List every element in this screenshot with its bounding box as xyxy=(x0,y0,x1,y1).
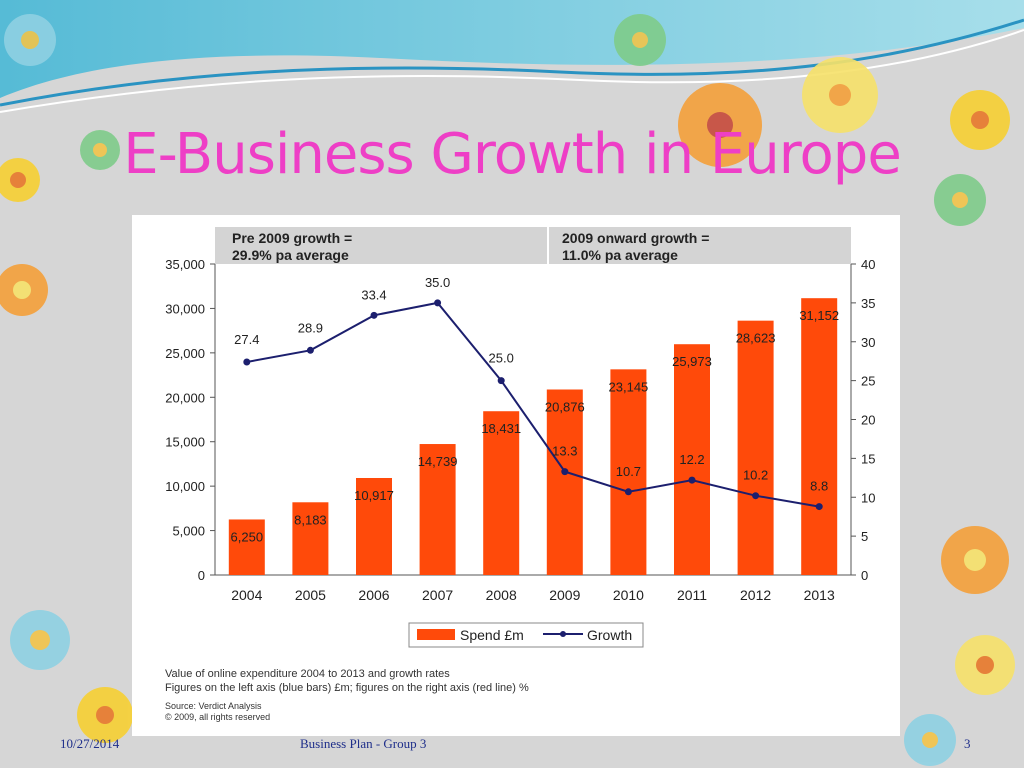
bar-2013 xyxy=(801,298,838,575)
growth-line xyxy=(246,301,820,508)
right-tick-label: 20 xyxy=(861,413,875,428)
x-tick-label: 2008 xyxy=(486,587,517,603)
bar-value-label: 31,152 xyxy=(799,308,839,323)
legend-line-marker xyxy=(560,631,566,637)
growth-point-2013 xyxy=(815,503,823,511)
left-tick-label: 15,000 xyxy=(165,435,205,450)
growth-point-2006 xyxy=(370,311,378,319)
right-tick-label: 0 xyxy=(861,568,868,583)
growth-point-2011 xyxy=(688,476,696,484)
x-tick-label: 2006 xyxy=(358,587,389,603)
bar-value-label: 6,250 xyxy=(231,529,264,544)
header-right-line1: 2009 onward growth = xyxy=(562,230,709,246)
bar-2010 xyxy=(610,369,647,575)
bar-value-label: 25,973 xyxy=(672,354,712,369)
growth-value-label: 35.0 xyxy=(425,275,450,290)
bar-2007 xyxy=(419,444,456,575)
growth-value-label: 25.0 xyxy=(489,351,514,366)
x-tick-label: 2010 xyxy=(613,587,644,603)
bar-value-label: 18,431 xyxy=(481,421,521,436)
bar-value-label: 23,145 xyxy=(609,379,649,394)
footer-center-text: Business Plan - Group 3 xyxy=(300,736,427,751)
growth-point-2009 xyxy=(561,468,569,476)
bar-value-label: 28,623 xyxy=(736,331,776,346)
source-line-1: Source: Verdict Analysis xyxy=(165,701,262,711)
flower-decoration-left xyxy=(0,14,133,743)
bar-2004 xyxy=(228,519,265,575)
bar-2005 xyxy=(292,502,329,575)
growth-value-label: 28.9 xyxy=(298,320,323,335)
caption-line-2: Figures on the left axis (blue bars) £m;… xyxy=(165,682,529,694)
bar-value-label: 8,183 xyxy=(294,512,327,527)
growth-point-2010 xyxy=(624,488,632,496)
x-tick-label: 2013 xyxy=(804,587,835,603)
growth-point-2008 xyxy=(497,377,505,385)
left-tick-label: 5,000 xyxy=(172,524,205,539)
right-tick-label: 15 xyxy=(861,451,875,466)
bar-value-label: 14,739 xyxy=(418,454,458,469)
legend-line-label: Growth xyxy=(587,627,632,643)
right-tick-label: 35 xyxy=(861,296,875,311)
legend: Spend £m Growth xyxy=(408,622,644,648)
footer-date: 10/27/2014 xyxy=(60,736,120,751)
x-tick-label: 2012 xyxy=(740,587,771,603)
bar-value-label: 10,917 xyxy=(354,488,394,503)
right-tick-label: 40 xyxy=(861,257,875,272)
bar-value-label: 20,876 xyxy=(545,400,585,415)
page-number: 3 xyxy=(964,736,971,751)
growth-value-label: 8.8 xyxy=(810,479,828,494)
header-left-line1: Pre 2009 growth = xyxy=(232,230,352,246)
combo-chart: Pre 2009 growth = 29.9% pa average 2009 … xyxy=(165,227,875,648)
bar-2008 xyxy=(483,411,520,575)
legend-bar-label: Spend £m xyxy=(460,627,524,643)
growth-point-2004 xyxy=(243,358,251,366)
right-tick-label: 5 xyxy=(861,529,868,544)
x-tick-label: 2007 xyxy=(422,587,453,603)
bar-2006 xyxy=(356,477,392,575)
chart-caption: Value of online expenditure 2004 to 2013… xyxy=(165,667,529,695)
left-axis-ticks: 0 5,000 10,000 15,000 20,000 25,000 30,000 35,0… xyxy=(165,257,215,583)
x-tick-label: 2011 xyxy=(677,587,707,603)
growth-value-label: 13.3 xyxy=(552,444,577,459)
left-tick-label: 30,000 xyxy=(165,301,205,316)
slide-title: E-Business Growth in Europe xyxy=(123,122,902,187)
header-right-line2: 11.0% pa average xyxy=(562,247,678,263)
caption-line-1: Value of online expenditure 2004 to 2013… xyxy=(165,668,450,680)
growth-value-label: 12.2 xyxy=(679,452,704,467)
x-tick-label: 2005 xyxy=(295,587,326,603)
legend-bar-swatch xyxy=(417,629,455,640)
growth-point-2012 xyxy=(752,492,760,500)
growth-value-label: 27.4 xyxy=(234,332,259,347)
left-tick-label: 0 xyxy=(198,568,205,583)
growth-point-2007 xyxy=(434,299,442,307)
growth-point-2005 xyxy=(306,346,314,354)
header-box-left xyxy=(215,227,548,264)
right-tick-label: 10 xyxy=(861,490,875,505)
source-line-2: © 2009, all rights reserved xyxy=(165,712,271,722)
bars-group xyxy=(228,298,838,575)
right-axis-ticks: 0 5 10 15 20 25 30 35 40 xyxy=(851,257,875,583)
left-tick-label: 20,000 xyxy=(165,390,205,405)
left-tick-label: 25,000 xyxy=(165,346,205,361)
bar-labels-group: 6,250 8,183 10,917 14,739 18,431 20,876 23,145… xyxy=(231,308,840,544)
right-tick-label: 25 xyxy=(861,374,875,389)
bar-2011 xyxy=(674,344,710,575)
x-tick-label: 2009 xyxy=(549,587,580,603)
chart-source: Source: Verdict Analysis © 2009, all rig… xyxy=(165,701,270,723)
header-box-right xyxy=(548,227,851,264)
left-tick-label: 35,000 xyxy=(165,257,205,272)
growth-value-label: 33.4 xyxy=(361,287,386,302)
growth-value-label: 10.7 xyxy=(616,464,641,479)
left-tick-label: 10,000 xyxy=(165,479,205,494)
flower-decoration-right xyxy=(614,14,1015,766)
growth-value-label: 10.2 xyxy=(743,468,768,483)
bar-2012 xyxy=(737,320,774,575)
x-tick-label: 2004 xyxy=(231,587,262,603)
header-left-line2: 29.9% pa average xyxy=(232,247,349,263)
right-tick-label: 30 xyxy=(861,335,875,350)
chart-panel: Pre 2009 growth = 29.9% pa average 2009 … xyxy=(132,215,900,736)
x-axis-labels: 2004 2005 2006 2007 2008 2009 2010 2011 2012 2013 xyxy=(231,587,835,603)
growth-line-group: 27.4 28.9 33.4 35.0 25.0 13.3 10.7 12.2 10.2 8.8 xyxy=(234,275,828,511)
bar-2009 xyxy=(546,389,583,575)
